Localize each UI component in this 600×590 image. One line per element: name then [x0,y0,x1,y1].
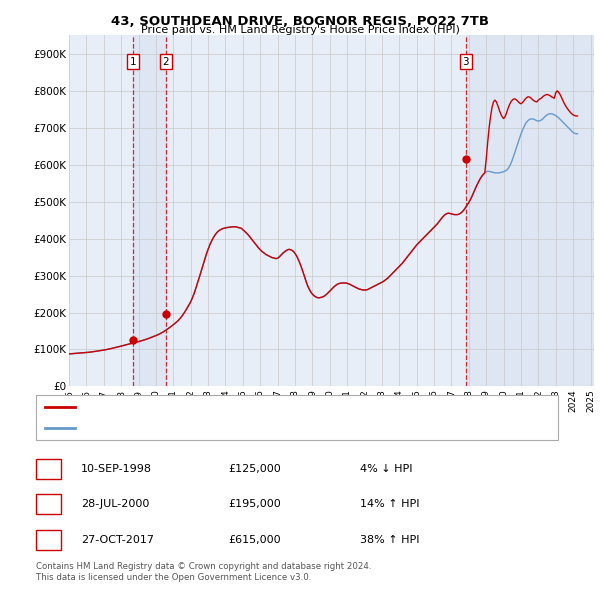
Text: 3: 3 [45,535,52,545]
Text: £195,000: £195,000 [228,500,281,509]
Bar [133,35,166,386]
Text: 2: 2 [163,57,169,67]
Bar [466,35,594,386]
Text: 14% ↑ HPI: 14% ↑ HPI [360,500,419,509]
Text: HPI: Average price, detached house, Arun: HPI: Average price, detached house, Arun [81,422,285,432]
Text: 43, SOUTHDEAN DRIVE, BOGNOR REGIS, PO22 7TB (detached house): 43, SOUTHDEAN DRIVE, BOGNOR REGIS, PO22 … [81,402,421,412]
Text: 1: 1 [130,57,136,67]
Text: 2: 2 [45,500,52,509]
Text: £125,000: £125,000 [228,464,281,474]
Text: 10-SEP-1998: 10-SEP-1998 [81,464,152,474]
Text: Price paid vs. HM Land Registry's House Price Index (HPI): Price paid vs. HM Land Registry's House … [140,25,460,35]
Text: 28-JUL-2000: 28-JUL-2000 [81,500,149,509]
Text: 43, SOUTHDEAN DRIVE, BOGNOR REGIS, PO22 7TB: 43, SOUTHDEAN DRIVE, BOGNOR REGIS, PO22 … [111,15,489,28]
Text: 1: 1 [45,464,52,474]
Text: 4% ↓ HPI: 4% ↓ HPI [360,464,413,474]
Text: £615,000: £615,000 [228,535,281,545]
Text: Contains HM Land Registry data © Crown copyright and database right 2024.
This d: Contains HM Land Registry data © Crown c… [36,562,371,582]
Text: 38% ↑ HPI: 38% ↑ HPI [360,535,419,545]
Text: 27-OCT-2017: 27-OCT-2017 [81,535,154,545]
Text: 3: 3 [463,57,469,67]
